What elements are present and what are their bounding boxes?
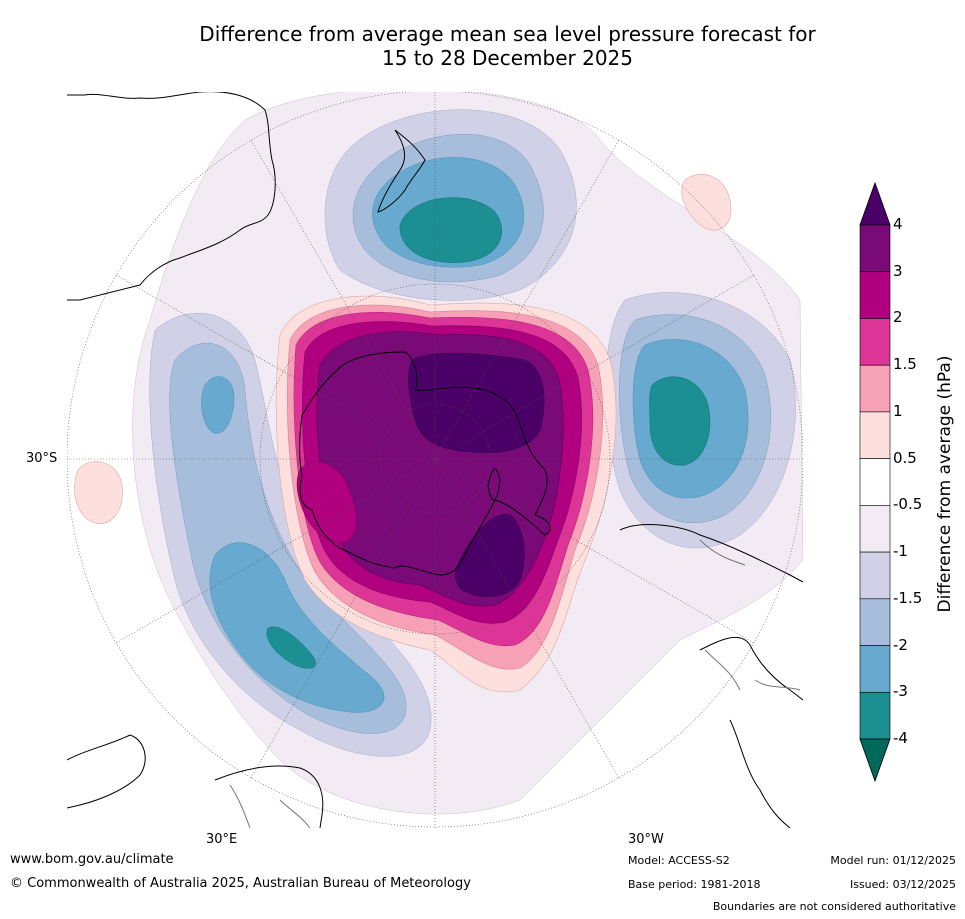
africa-borders — [229, 784, 311, 828]
africa-coastline — [67, 734, 324, 828]
colorbar-bands — [859, 224, 891, 740]
longitude-label-30e: 30°E — [206, 832, 238, 847]
colorbar-tick-label: 3 — [893, 261, 903, 280]
colorbar-band — [859, 551, 891, 600]
colorbar-title: Difference from average (hPa) — [935, 355, 955, 613]
south-america-coastline — [619, 524, 803, 828]
latitude-label-30s: 30°S — [26, 451, 58, 466]
footer-url[interactable]: www.bom.gov.au/climate — [10, 852, 174, 867]
colorbar — [859, 181, 891, 783]
chart-title: Difference from average mean sea level p… — [60, 22, 955, 70]
chart-title-line2: 15 to 28 December 2025 — [381, 46, 633, 70]
colorbar-tick-label: -1 — [893, 542, 908, 561]
colorbar-band — [859, 645, 891, 693]
anomaly-plus-2-lobe — [296, 461, 357, 543]
footer-disclaimer: Boundaries are not considered authoritat… — [712, 900, 956, 913]
colorbar-band — [859, 318, 891, 366]
colorbar-band — [859, 411, 891, 459]
anomaly-minus-3-north — [399, 197, 502, 263]
colorbar-tick-label: 2 — [893, 308, 903, 327]
footer-model: Model: ACCESS-S2 — [628, 854, 730, 867]
new-zealand-coastline — [377, 129, 426, 213]
map-panel — [67, 92, 803, 828]
anomaly-minus-3-east — [649, 376, 711, 466]
anomaly-plus-0-5-patch-ne — [681, 173, 732, 231]
footer-base-period: Base period: 1981-2018 — [628, 878, 761, 891]
anomaly-minus-3-west — [266, 626, 316, 669]
longitude-label-30w: 30°W — [628, 832, 664, 847]
colorbar-tick-label: -4 — [893, 729, 908, 747]
colorbar-tick-label: 1.5 — [893, 355, 917, 374]
chart-title-line1: Difference from average mean sea level p… — [199, 22, 816, 46]
colorbar-band — [859, 364, 891, 413]
antarctica-coastline — [299, 351, 551, 576]
footer-model-run: Model run: 01/12/2025 — [830, 854, 956, 867]
colorbar-tick-label: -1.5 — [893, 588, 923, 607]
colorbar-extend-min — [859, 738, 891, 783]
colorbar-band — [859, 505, 891, 553]
anomaly-plus-4-lower — [455, 514, 525, 597]
colorbar-tick-label: -3 — [893, 682, 908, 701]
colorbar-band — [859, 458, 891, 506]
colorbar-tick-label: -0.5 — [893, 495, 923, 514]
colorbar-tick-label: 0.5 — [893, 448, 917, 467]
graticule — [67, 92, 803, 828]
australia-coastline — [67, 92, 276, 301]
colorbar-band — [859, 271, 891, 319]
antarctic-peninsula — [487, 468, 501, 501]
colorbar-band — [859, 598, 891, 646]
anomaly-minus-2-west-small — [201, 376, 235, 434]
colorbar-band — [859, 691, 891, 740]
south-america-borders — [699, 539, 801, 691]
footer-issued: Issued: 03/12/2025 — [849, 878, 956, 891]
colorbar-extend-max — [859, 181, 891, 226]
colorbar-tick-label: -2 — [893, 635, 908, 654]
colorbar-tick-label: 1 — [893, 401, 903, 420]
anomaly-plus-4-east-antarctica — [408, 352, 545, 454]
footer-copyright: © Commonwealth of Australia 2025, Austra… — [10, 876, 471, 891]
colorbar-band — [859, 224, 891, 273]
anomaly-minus-2-west — [209, 542, 385, 713]
anomaly-plus-0-5-patch-w — [74, 461, 123, 524]
colorbar-tick-label: 4 — [893, 215, 903, 233]
